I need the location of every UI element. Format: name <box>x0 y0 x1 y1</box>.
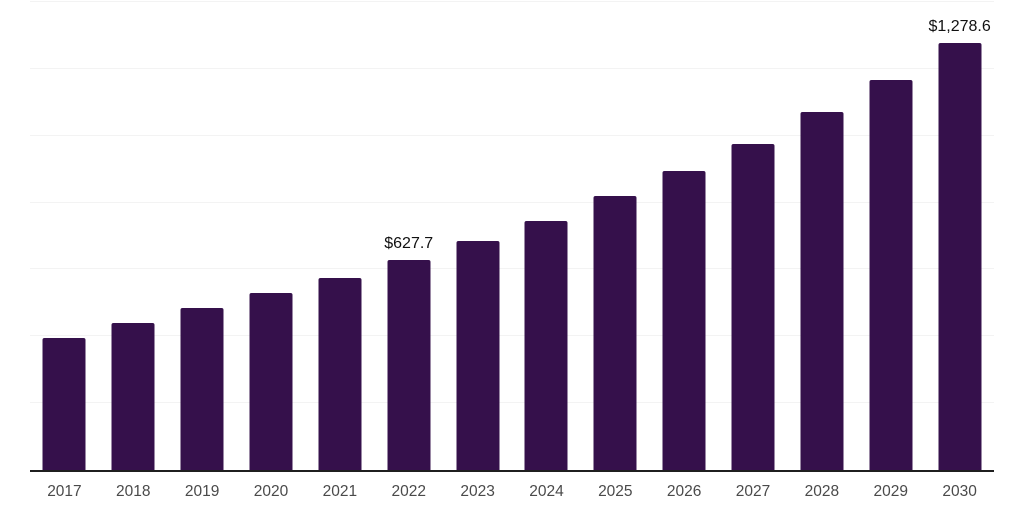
bar-slot <box>512 0 581 470</box>
bar-slot <box>237 0 306 470</box>
x-axis-label: 2018 <box>116 483 151 500</box>
x-axis-label: 2019 <box>184 483 220 500</box>
bar-2025 <box>593 195 637 470</box>
gridline <box>30 268 994 270</box>
x-axis-label: 2029 <box>873 483 908 500</box>
bar-2030 <box>938 42 982 470</box>
x-axis-label: 2022 <box>391 483 426 500</box>
bar-slot <box>787 0 856 470</box>
bar-slot <box>650 0 719 470</box>
bar-2022 <box>387 260 431 470</box>
gridline <box>30 402 994 404</box>
bar-2017 <box>42 337 86 470</box>
bar-value-label: $1,278.6 <box>928 17 991 35</box>
bar-2024 <box>524 220 568 470</box>
bar-2026 <box>662 171 706 470</box>
x-axis-label: 2026 <box>666 483 702 500</box>
bar-2019 <box>180 307 224 470</box>
gridline <box>30 1 994 2</box>
bar-value-label: $627.7 <box>384 235 434 253</box>
x-axis-label: 2020 <box>253 483 289 500</box>
bar-slot: $1,278.6 <box>925 0 994 470</box>
x-axis-label: 2021 <box>322 483 358 500</box>
bar-2018 <box>111 322 155 470</box>
x-axis-label: 2023 <box>460 483 495 500</box>
x-axis-label: 2027 <box>735 483 771 500</box>
bar-slot <box>581 0 650 470</box>
x-axis-label: 2024 <box>529 483 564 500</box>
bar-slot <box>856 0 925 470</box>
gridline <box>30 67 994 69</box>
bars-row: $627.7 $1,278.6 <box>30 0 994 470</box>
plot-area: $627.7 $1,278.6 <box>30 0 994 472</box>
bar-slot <box>168 0 237 470</box>
bar-2020 <box>249 292 293 470</box>
x-axis-label: 2030 <box>942 483 977 500</box>
bar-slot <box>719 0 788 470</box>
bar-2028 <box>800 112 844 470</box>
x-axis-label: 2028 <box>804 483 840 500</box>
gridline <box>30 335 994 337</box>
x-axis-label: 2025 <box>598 483 633 500</box>
bar-2027 <box>731 143 775 470</box>
bar-slot: $627.7 <box>374 0 443 470</box>
x-axis-label: 2017 <box>47 483 82 500</box>
bar-2021 <box>318 277 362 470</box>
bar-slot <box>305 0 374 470</box>
bar-slot <box>30 0 99 470</box>
bar-2029 <box>869 79 913 470</box>
gridline <box>30 201 994 203</box>
gridline <box>30 134 994 136</box>
bar-slot <box>99 0 168 470</box>
bar-slot <box>443 0 512 470</box>
x-axis: 2017 2018 2019 2020 2021 2022 2023 2024 2025 2026… <box>30 482 994 502</box>
bar-2023 <box>456 241 500 470</box>
